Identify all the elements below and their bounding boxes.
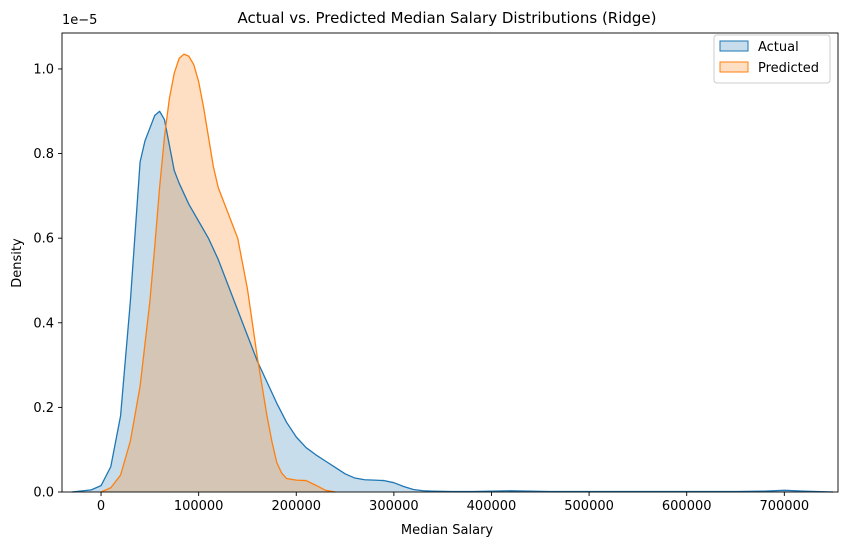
series-line-predicted	[100, 53, 336, 493]
y-tick-label: 1.0	[33, 62, 54, 77]
x-tick-label: 0	[97, 499, 105, 514]
y-tick-label: 0.2	[33, 401, 54, 416]
y-offset-label: 1e−5	[62, 13, 97, 28]
y-tick-label: 0.0	[33, 486, 54, 501]
y-tick-label: 0.4	[33, 316, 54, 331]
legend: Actual Predicted	[713, 34, 831, 84]
x-tick-label: 700000	[759, 499, 809, 514]
y-axis-title: Density	[10, 238, 25, 288]
x-tick-label: 200000	[271, 499, 321, 514]
x-tick-label: 600000	[662, 499, 712, 514]
legend-swatch-actual	[719, 40, 749, 52]
x-axis: 0 100000 200000 300000 400000 500000 600000 700…	[97, 492, 809, 514]
x-axis-title: Median Salary	[401, 523, 494, 538]
legend-label-predicted: Predicted	[758, 61, 819, 76]
plot-area	[61, 32, 839, 493]
series-fill-predicted	[101, 54, 336, 493]
series-fill-actual	[71, 111, 834, 492]
x-tick-label: 100000	[174, 499, 224, 514]
y-tick-label: 0.8	[33, 147, 54, 162]
legend-box	[713, 34, 831, 84]
y-tick-label: 0.6	[33, 232, 54, 247]
series-line-actual	[71, 110, 834, 493]
y-axis: 0.0 0.2 0.4 0.6 0.8 1.0	[33, 62, 62, 501]
legend-swatch-predicted	[719, 61, 749, 73]
legend-label-actual: Actual	[758, 40, 799, 55]
plot-frame	[61, 32, 839, 493]
x-tick-label: 300000	[369, 499, 419, 514]
x-tick-label: 500000	[564, 499, 614, 514]
chart-title: Actual vs. Predicted Median Salary Distr…	[237, 9, 656, 27]
x-tick-label: 400000	[467, 499, 517, 514]
